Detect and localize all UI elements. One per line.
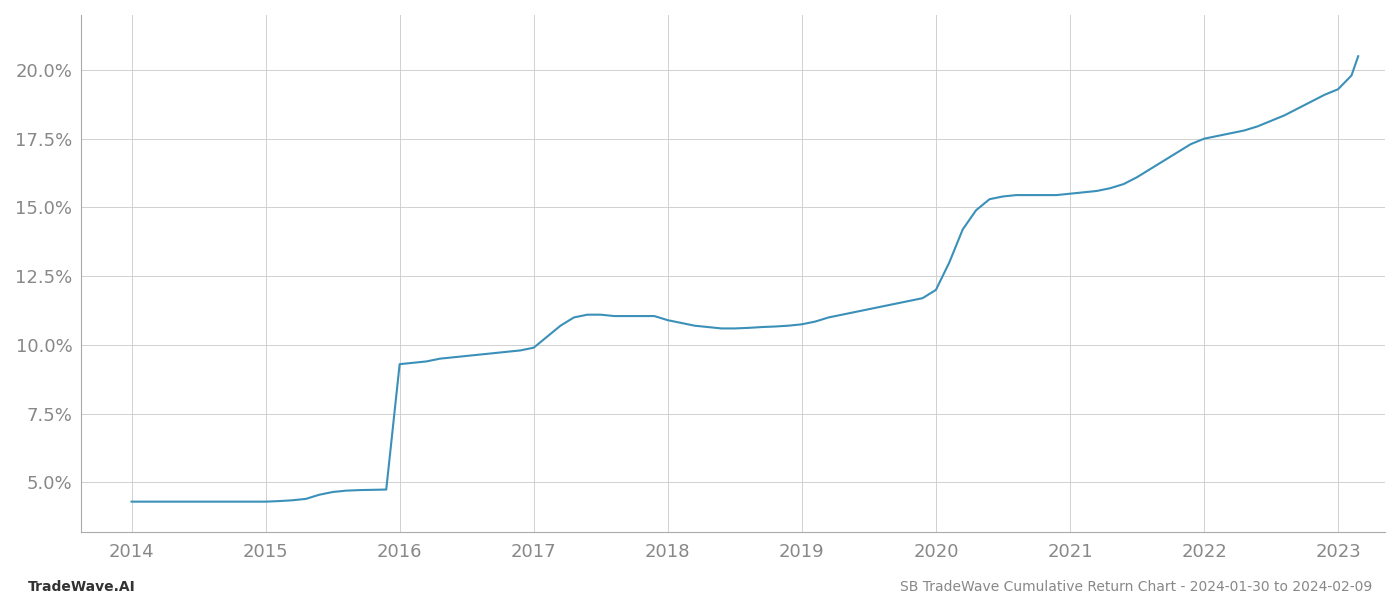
Text: TradeWave.AI: TradeWave.AI xyxy=(28,580,136,594)
Text: SB TradeWave Cumulative Return Chart - 2024-01-30 to 2024-02-09: SB TradeWave Cumulative Return Chart - 2… xyxy=(900,580,1372,594)
